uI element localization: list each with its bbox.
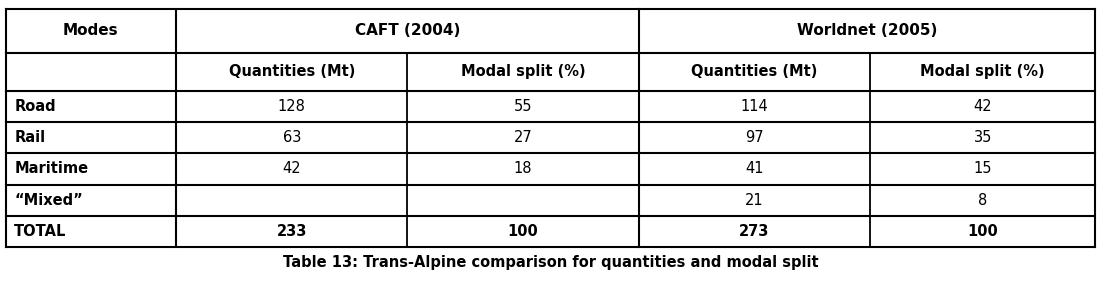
- Text: Table 13: Trans-Alpine comparison for quantities and modal split: Table 13: Trans-Alpine comparison for qu…: [283, 255, 818, 270]
- Text: 100: 100: [968, 224, 998, 239]
- Text: 273: 273: [739, 224, 770, 239]
- Text: 27: 27: [513, 130, 533, 145]
- Text: 97: 97: [745, 130, 763, 145]
- Text: Modes: Modes: [63, 23, 119, 38]
- Text: Maritime: Maritime: [14, 162, 88, 176]
- Text: 21: 21: [745, 193, 763, 208]
- Text: Road: Road: [14, 99, 56, 114]
- Text: TOTAL: TOTAL: [14, 224, 67, 239]
- Text: 15: 15: [973, 162, 992, 176]
- Text: 55: 55: [514, 99, 532, 114]
- Text: CAFT (2004): CAFT (2004): [355, 23, 460, 38]
- Text: Worldnet (2005): Worldnet (2005): [797, 23, 937, 38]
- Text: 63: 63: [283, 130, 301, 145]
- Text: Quantities (Mt): Quantities (Mt): [229, 64, 355, 79]
- Text: 128: 128: [277, 99, 306, 114]
- Text: 100: 100: [508, 224, 538, 239]
- Text: Rail: Rail: [14, 130, 45, 145]
- Text: Quantities (Mt): Quantities (Mt): [691, 64, 817, 79]
- Text: 18: 18: [514, 162, 532, 176]
- Text: 8: 8: [978, 193, 988, 208]
- Text: “Mixed”: “Mixed”: [14, 193, 83, 208]
- Text: 114: 114: [740, 99, 768, 114]
- Text: 35: 35: [973, 130, 992, 145]
- Text: 233: 233: [276, 224, 307, 239]
- Text: 41: 41: [745, 162, 763, 176]
- Text: Modal split (%): Modal split (%): [460, 64, 586, 79]
- Text: 42: 42: [973, 99, 992, 114]
- Text: 42: 42: [283, 162, 301, 176]
- Text: Modal split (%): Modal split (%): [920, 64, 1045, 79]
